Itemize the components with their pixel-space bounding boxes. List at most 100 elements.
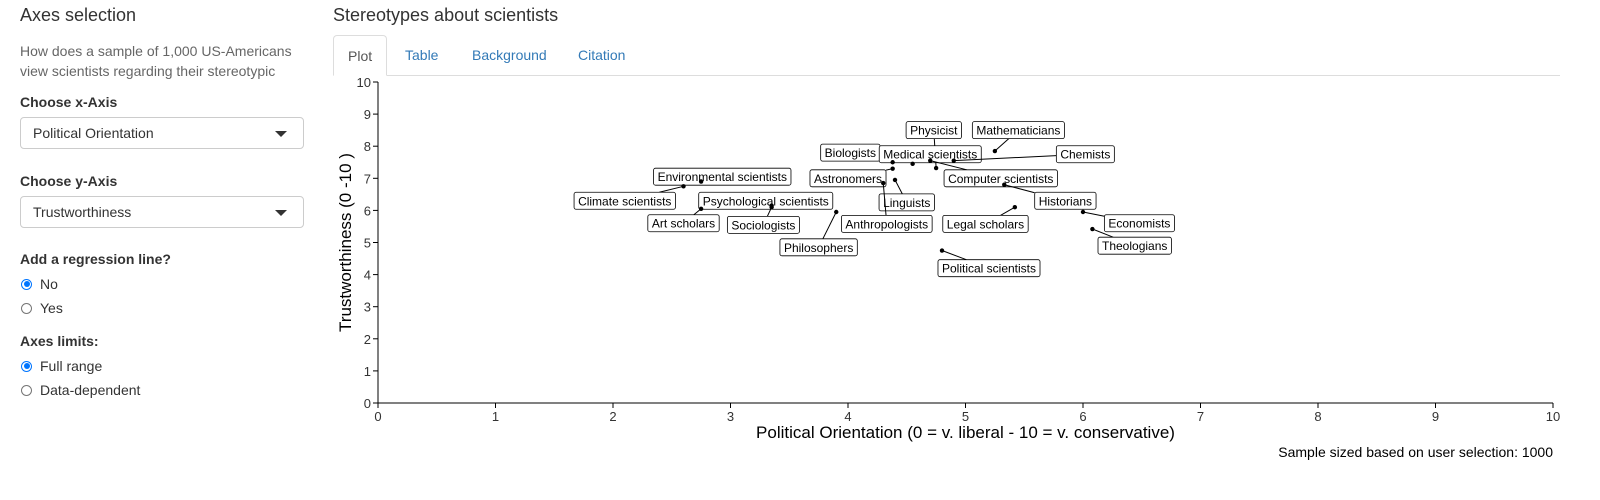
- limits-option-data[interactable]: Data-dependent: [20, 378, 310, 402]
- leader-line: [1000, 206, 1016, 216]
- radio-label: Yes: [40, 300, 63, 316]
- regression-option-yes[interactable]: Yes: [20, 296, 310, 320]
- y-tick-label: 9: [364, 107, 371, 122]
- data-point: [698, 206, 704, 211]
- x-axis-selected-value: Political Orientation: [33, 125, 154, 141]
- data-point: [892, 177, 898, 183]
- data-point: [769, 204, 774, 210]
- limits-group: Axes limits: Full range Data-dependent: [20, 332, 310, 402]
- point-label: Art scholars: [647, 214, 720, 233]
- data-point: [1090, 226, 1095, 232]
- radio-no[interactable]: [21, 278, 32, 290]
- point-label: Theologians: [1097, 236, 1172, 255]
- point-label-text: Theologians: [1102, 239, 1167, 253]
- point-label: Linguists: [878, 193, 935, 212]
- tab-citation[interactable]: Citation: [578, 47, 626, 63]
- point-label-text: Environmental scientists: [658, 170, 787, 184]
- sample-size-note: Sample sized based on user selection: 10…: [1278, 444, 1553, 460]
- leader-line: [1004, 184, 1035, 194]
- y-axis-group: Choose y-Axis Trustworthiness: [20, 172, 310, 228]
- point-label-text: Historians: [1039, 194, 1092, 208]
- radio-full-range[interactable]: [21, 360, 32, 372]
- point-label-box: [878, 193, 935, 212]
- point-label: Biologists: [820, 143, 881, 162]
- point-label-text: Medical scientists: [883, 148, 977, 162]
- leader-line: [1092, 228, 1114, 238]
- point-label-text: Art scholars: [652, 217, 715, 231]
- leader-line: [994, 138, 1010, 152]
- point-label: Anthropologists: [841, 214, 933, 233]
- chevron-down-icon: [275, 131, 287, 137]
- data-point: [992, 148, 998, 154]
- point-label-box: [1055, 145, 1115, 164]
- x-tick-label: 9: [1432, 409, 1439, 424]
- x-axis-title: Political Orientation (0 = v. liberal - …: [756, 423, 1175, 442]
- point-label-text: Chemists: [1060, 148, 1110, 162]
- point-label-text: Climate scientists: [578, 194, 671, 208]
- y-tick-label: 0: [364, 396, 371, 411]
- leader-line: [941, 250, 967, 261]
- leader-line: [894, 179, 903, 195]
- leader-line: [953, 155, 1057, 162]
- data-point: [698, 179, 704, 184]
- tab-background[interactable]: Background: [472, 47, 547, 63]
- x-tick-label: 4: [844, 409, 851, 424]
- regression-label: Add a regression line?: [20, 251, 171, 267]
- data-point: [1002, 182, 1007, 187]
- point-label: Legal scholars: [942, 214, 1029, 233]
- y-tick-label: 6: [364, 203, 371, 218]
- point-label-text: Psychological scientists: [703, 194, 829, 208]
- point-label: Mathematicians: [971, 121, 1065, 140]
- x-tick-label: 2: [609, 409, 616, 424]
- data-point: [933, 165, 939, 171]
- tab-table[interactable]: Table: [405, 47, 439, 63]
- x-tick-label: 0: [374, 409, 381, 424]
- leader-line: [930, 160, 967, 171]
- point-label: Psychological scientists: [698, 191, 834, 210]
- limits-option-full[interactable]: Full range: [20, 354, 310, 378]
- y-tick-label: 2: [364, 332, 371, 347]
- radio-data-dependent[interactable]: [21, 384, 32, 396]
- point-label-box: [573, 191, 676, 210]
- point-label-text: Legal scholars: [947, 217, 1024, 231]
- data-point: [681, 184, 686, 189]
- point-label-box: [779, 238, 858, 257]
- point-label: Historians: [1034, 191, 1097, 210]
- main-panel: Stereotypes about scientists Plot Table …: [333, 0, 1600, 500]
- regression-option-no[interactable]: No: [20, 272, 310, 296]
- leader-line: [882, 183, 887, 216]
- data-point: [951, 158, 956, 163]
- data-point: [881, 180, 886, 186]
- point-label-text: Sociologists: [731, 218, 795, 232]
- leader-line: [1082, 211, 1105, 217]
- x-tick-label: 1: [492, 409, 499, 424]
- tab-plot[interactable]: Plot: [333, 35, 388, 76]
- point-label-box: [1034, 191, 1097, 210]
- x-axis-select[interactable]: Political Orientation: [20, 117, 304, 149]
- point-label-text: Biologists: [825, 146, 876, 160]
- point-label: Computer scientists: [943, 169, 1058, 188]
- point-label-box: [809, 169, 887, 188]
- point-label-box: [1103, 214, 1175, 233]
- point-label: Medical scientists: [878, 145, 982, 164]
- data-point: [834, 209, 839, 215]
- radio-yes[interactable]: [21, 302, 32, 314]
- point-label: Climate scientists: [573, 191, 676, 210]
- data-point: [939, 248, 945, 253]
- chevron-down-icon: [275, 210, 287, 216]
- point-label-box: [653, 167, 792, 186]
- leader-line: [822, 211, 837, 240]
- radio-label: No: [40, 276, 58, 292]
- sidebar-title: Axes selection: [20, 5, 137, 25]
- point-label-box: [937, 259, 1041, 278]
- y-axis-select[interactable]: Trustworthiness: [20, 196, 304, 228]
- point-label-text: Physicist: [910, 124, 958, 138]
- point-label-text: Political scientists: [942, 262, 1036, 276]
- point-label-box: [841, 214, 933, 233]
- y-axis-title: Trustworthiness (0 -10 ): [336, 153, 355, 332]
- point-label-text: Computer scientists: [948, 172, 1053, 186]
- page-title: Stereotypes about scientists: [333, 5, 559, 25]
- point-label: Chemists: [1055, 145, 1115, 164]
- x-tick-label: 8: [1314, 409, 1321, 424]
- radio-label: Data-dependent: [40, 382, 141, 398]
